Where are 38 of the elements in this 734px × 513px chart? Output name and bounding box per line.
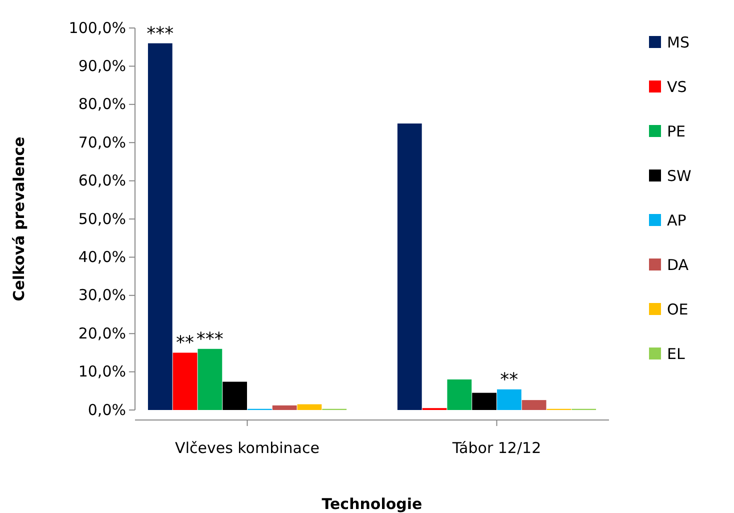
y-tick-label: 40,0% — [78, 248, 126, 266]
bar — [198, 348, 222, 410]
bar — [496, 389, 522, 410]
y-tick-label: 100,0% — [68, 18, 126, 37]
annotation: ** — [176, 332, 194, 354]
y-tick-label: 50,0% — [78, 210, 126, 228]
bar — [272, 405, 297, 410]
bar — [447, 379, 472, 410]
legend-label: EL — [667, 344, 686, 363]
y-tick-label: 60,0% — [78, 172, 126, 190]
legend-label: DA — [667, 256, 690, 274]
bar — [397, 124, 422, 410]
legend-label: SW — [667, 166, 692, 185]
y-tick-label: 70,0% — [78, 133, 126, 152]
y-tick-label: 10,0% — [78, 362, 126, 381]
annotation: *** — [146, 23, 174, 44]
y-tick-label: 30,0% — [78, 286, 126, 304]
annotation: *** — [196, 328, 224, 350]
y-axis-title: Celková prevalence — [10, 136, 28, 302]
y-tick-label: 80,0% — [78, 95, 126, 114]
x-tick-label: Tábor 12/12 — [451, 439, 542, 457]
legend-label: OE — [667, 300, 688, 318]
bar — [297, 404, 322, 410]
annotation: ** — [500, 369, 518, 390]
y-tick-label: 20,0% — [78, 324, 126, 342]
bar — [172, 352, 198, 410]
legend-label: VS — [667, 78, 687, 96]
bar — [472, 392, 496, 410]
x-tick-label: Vlčeves kombinace — [175, 439, 320, 457]
legend-label: MS — [667, 33, 690, 52]
bar — [148, 43, 172, 410]
legend-label: AP — [667, 211, 686, 230]
y-tick-label: 0,0% — [88, 400, 126, 419]
bar — [222, 382, 248, 410]
legend-label: PE — [667, 122, 686, 140]
x-axis-title: Technologie — [322, 495, 422, 513]
y-tick-label: 90,0% — [78, 57, 126, 75]
bar — [522, 400, 546, 410]
